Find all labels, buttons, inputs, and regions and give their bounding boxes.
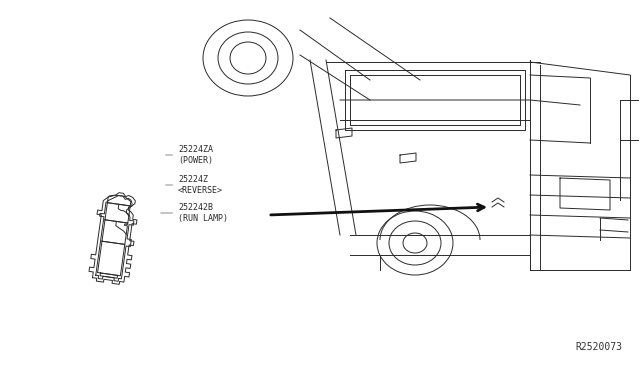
- Text: 25224ZA
(POWER): 25224ZA (POWER): [166, 145, 213, 165]
- Text: 25224Z
<REVERSE>: 25224Z <REVERSE>: [166, 175, 223, 195]
- Text: R2520073: R2520073: [575, 342, 622, 352]
- Text: 252242B
(RUN LAMP): 252242B (RUN LAMP): [161, 203, 228, 223]
